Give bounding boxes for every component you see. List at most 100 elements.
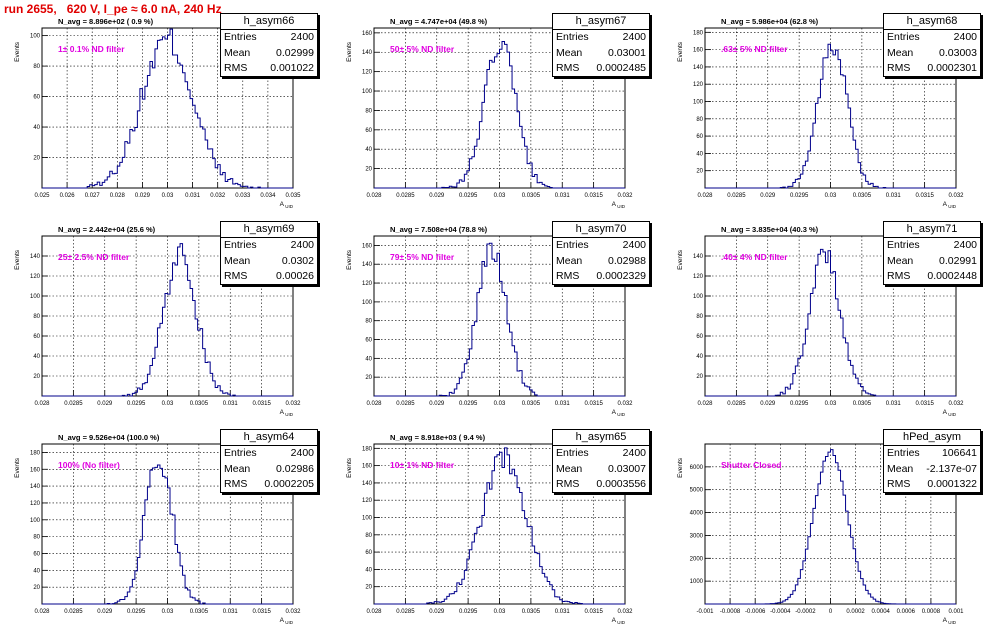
filter-annotation: 50± 5% ND filter [390,44,455,54]
y-tick-label: 180 [693,30,704,36]
stats-histogram-name: h_asym69 [221,222,317,238]
histogram-plot: 0.028 0.0285 0.029 0.0295 0.03 0.0305 0.031 0.0… [14,433,301,625]
y-tick-label: 100 [693,294,704,300]
y-tick-label: 20 [365,585,372,591]
y-tick-label: 60 [696,134,703,140]
x-tick-label: 0.0315 [584,401,603,407]
stats-label: Entries [887,447,920,459]
x-tick-label: 0.028 [697,401,713,407]
x-tick-label: 0.028 [110,193,126,199]
x-tick-label: 0.0295 [790,193,809,199]
page-title: run 2655, 620 V, I_pe ≈ 6.0 nA, 240 Hz [4,2,222,16]
x-axis-title: A UID [280,409,294,417]
filter-annotation: Shutter Closed [721,460,781,470]
stats-label: Entries [556,31,589,43]
x-tick-label: 0.029 [429,193,445,199]
stats-row-mean: Mean 0.03003 [884,46,980,62]
stats-label: RMS [556,62,580,74]
x-axis-title: A UID [943,409,957,417]
x-axis-title: A UID [612,201,626,209]
y-tick-label: 40 [696,151,703,157]
stats-row-rms: RMS 0.00026 [221,269,317,285]
y-tick-label: 140 [362,262,373,268]
stats-row-rms: RMS 0.001022 [221,61,317,77]
stats-value: 0.001022 [270,62,314,74]
y-tick-label: 20 [696,169,703,175]
y-tick-label: 4000 [690,511,704,517]
stats-row-rms: RMS 0.0002301 [884,61,980,77]
x-tick-label: 0.028 [366,401,382,407]
stats-value: 0.0002301 [927,62,977,74]
stats-row-mean: Mean 0.02991 [884,254,980,270]
stats-value: 0.00026 [276,270,314,282]
y-tick-label: 100 [362,300,373,306]
stats-box: hPed_asym Entries 106641 Mean -2.137e-07 RMS 0… [883,429,981,493]
stats-label: RMS [224,478,248,490]
stats-value: 0.02999 [276,46,314,59]
x-tick-label: 0.03 [162,193,174,199]
y-tick-label: 20 [696,374,703,380]
stats-label: RMS [224,62,248,74]
y-tick-label: 80 [365,319,372,325]
stats-value: 0.02991 [939,254,977,267]
x-tick-label: 0.031 [223,609,239,615]
y-tick-label: 3000 [690,533,704,539]
y-axis-title: Events [14,41,21,62]
stats-row-mean: Mean 0.02999 [221,46,317,62]
y-tick-label: 140 [362,481,373,487]
navg-annotation: N_avg = 8.896e+02 ( 0.9 %) [58,17,154,26]
x-tick-label: 0.0305 [522,609,541,615]
y-tick-label: 40 [33,568,40,574]
x-tick-label: 0.0285 [727,401,746,407]
stats-value: 2400 [290,31,314,43]
x-tick-label: 0.032 [285,609,301,615]
stats-row-rms: RMS 0.0002329 [553,269,649,285]
x-tick-label: 0.0315 [252,401,271,407]
stats-label: Mean [224,254,251,267]
y-tick-label: 6000 [690,465,704,471]
stats-row-entries: Entries 106641 [884,446,980,462]
histogram-panel-h_asym65: 0.028 0.0285 0.029 0.0295 0.03 0.0305 0.031 0.0… [336,424,660,629]
x-tick-label: 0.0295 [459,401,478,407]
plot-frame [704,443,957,605]
navg-annotation: N_avg = 3.835e+04 (40.3 %) [721,225,819,234]
y-tick-label: 160 [362,31,373,37]
y-tick-label: 20 [365,375,372,381]
navg-annotation: N_avg = 7.508e+04 (78.8 %) [390,225,488,234]
stats-label: RMS [556,270,580,282]
stats-row-rms: RMS 0.0001322 [884,477,980,493]
stats-value: 0.0003556 [596,478,646,490]
histogram-plot: 0.028 0.0285 0.029 0.0295 0.03 0.0305 0.031 0.0… [346,225,633,417]
x-tick-label: 0.029 [429,609,445,615]
stats-row-mean: Mean 0.02986 [221,462,317,478]
y-tick-label: 140 [693,65,704,71]
filter-annotation: 100% (No filter) [58,460,120,470]
y-tick-label: 40 [365,356,372,362]
stats-row-entries: Entries 2400 [221,446,317,462]
x-tick-label: 0.0315 [915,193,934,199]
stats-value: 2400 [290,447,314,459]
y-tick-label: 100 [30,34,41,40]
histogram-series [42,243,293,397]
y-tick-label: 40 [365,567,372,573]
x-tick-label: 0.0315 [915,401,934,407]
y-tick-label: 100 [362,89,373,95]
x-tick-label: 0.025 [34,193,50,199]
stats-label: Mean [556,254,583,267]
plot-frame [41,27,294,189]
stats-value: 2400 [622,239,646,251]
stats-value: 0.0002205 [264,478,314,490]
stats-box: h_asym65 Entries 2400 Mean 0.03007 RMS 0.00035… [552,429,650,493]
y-tick-label: 180 [30,450,41,456]
x-tick-label: 0.029 [97,401,113,407]
x-tick-label: 0.032 [617,401,633,407]
x-tick-label: 0.03 [494,193,506,199]
x-tick-label: 0.03 [825,193,837,199]
navg-annotation: N_avg = 8.918e+03 ( 9.4 %) [390,433,486,442]
stats-histogram-name: h_asym71 [884,222,980,238]
stats-label: Entries [556,239,589,251]
stats-row-rms: RMS 0.0002448 [884,269,980,285]
y-tick-label: 20 [365,167,372,173]
y-tick-label: 20 [33,585,40,591]
stats-box: h_asym68 Entries 2400 Mean 0.03003 RMS 0.00023… [883,13,981,77]
